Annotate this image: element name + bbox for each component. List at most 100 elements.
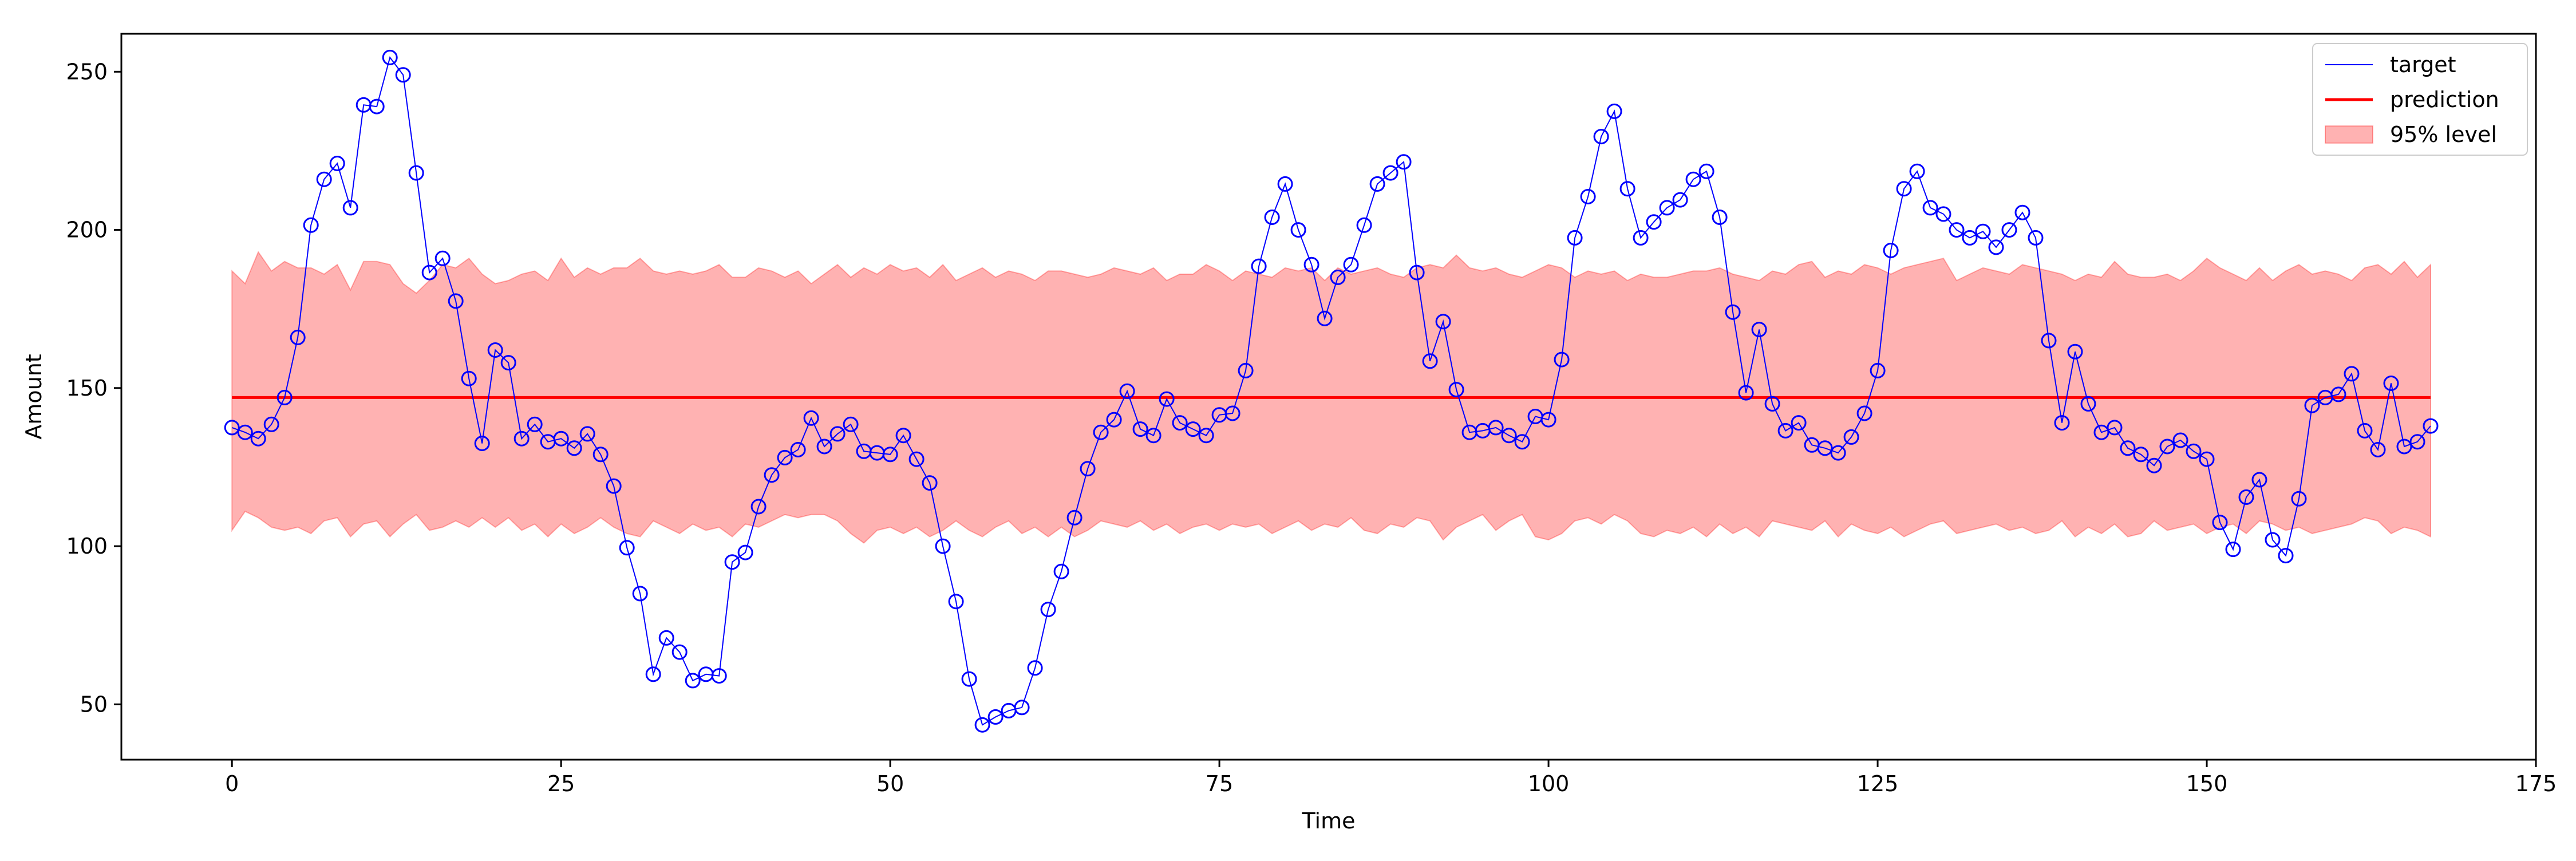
target-point — [1488, 420, 1504, 436]
target-point — [1119, 383, 1135, 399]
target-point — [1738, 385, 1754, 401]
target-point — [843, 416, 859, 432]
target-point — [329, 156, 345, 171]
target-point — [1409, 264, 1425, 281]
y-tick-label: 100 — [66, 534, 108, 559]
target-point — [1514, 434, 1530, 450]
target-line — [231, 56, 2431, 726]
target-point — [1501, 428, 1517, 444]
target-point — [2357, 422, 2373, 439]
target-point — [1922, 200, 1938, 216]
x-tick-label: 50 — [876, 771, 904, 796]
target-point — [1672, 192, 1688, 208]
y-tick-label: 200 — [66, 218, 108, 243]
x-tick-label: 25 — [547, 771, 575, 796]
target-point — [1633, 230, 1649, 246]
target-point — [2409, 434, 2425, 450]
target-point — [316, 171, 332, 187]
target-point — [685, 673, 701, 689]
target-point — [2041, 333, 2057, 349]
target-point — [1659, 200, 1675, 216]
target-point — [2251, 472, 2267, 488]
target-point — [1554, 351, 1570, 368]
target-point — [1698, 163, 1714, 179]
plot-frame — [120, 33, 2537, 761]
target-point — [1093, 424, 1109, 440]
target-point — [1172, 415, 1188, 431]
target-point — [724, 554, 740, 570]
target-point — [2146, 457, 2162, 473]
target-point — [1593, 129, 1609, 145]
target-point — [1132, 421, 1148, 437]
target-point — [579, 426, 595, 442]
target-point — [987, 709, 1003, 725]
y-tick-label: 50 — [80, 692, 108, 717]
target-point — [2172, 432, 2188, 448]
target-point — [948, 594, 964, 610]
target-point — [908, 451, 924, 467]
target-point — [276, 389, 293, 405]
target-point — [513, 430, 530, 447]
target-point — [829, 426, 846, 442]
target-point — [1777, 422, 1793, 439]
x-axis: 0 25 50 75 100 125 150 175 — [225, 760, 2557, 796]
target-point — [2291, 491, 2307, 507]
target-point — [1646, 214, 1662, 230]
target-point — [1962, 230, 1978, 246]
target-point — [2344, 366, 2360, 382]
y-tick-label: 150 — [66, 376, 108, 401]
target-point — [2133, 447, 2149, 463]
target-point — [2370, 442, 2386, 457]
target-point — [1856, 405, 1872, 421]
target-point — [1843, 429, 1859, 445]
target-point — [1830, 445, 1846, 461]
target-point — [2304, 397, 2320, 413]
target-point — [1751, 322, 1767, 338]
target-point — [606, 478, 622, 494]
target-point — [777, 449, 793, 465]
target-point — [1396, 154, 1412, 170]
target-point — [2383, 376, 2399, 391]
legend-box — [2312, 43, 2528, 156]
target-point — [1277, 176, 1293, 192]
target-point — [448, 293, 464, 309]
target-point — [2199, 451, 2215, 467]
target-point — [1685, 171, 1701, 187]
target-point — [2423, 418, 2439, 434]
target-point — [1330, 269, 1346, 285]
target-point — [2028, 230, 2044, 246]
target-point — [2107, 420, 2123, 436]
target-point — [224, 420, 240, 436]
legend: target prediction 95% level — [2312, 43, 2528, 156]
target-point — [1251, 258, 1267, 274]
target-point — [2225, 542, 2241, 558]
legend-target-label: target — [2390, 52, 2456, 77]
target-point — [1159, 391, 1175, 407]
legend-band-swatch — [2325, 125, 2373, 144]
target-point — [592, 447, 609, 463]
target-point — [619, 540, 635, 556]
target-point — [290, 329, 306, 345]
target-point — [1422, 353, 1438, 369]
x-tick-label: 0 — [225, 771, 239, 796]
target-point — [237, 424, 253, 440]
target-point — [1264, 210, 1280, 225]
target-point — [645, 666, 661, 682]
target-point — [750, 499, 767, 515]
target-point — [2330, 386, 2346, 402]
target-point — [1224, 405, 1240, 421]
target-point — [2054, 415, 2070, 431]
target-point — [1106, 412, 1122, 428]
target-series-layer — [224, 49, 2439, 733]
target-point — [922, 475, 938, 491]
target-point — [737, 544, 753, 560]
target-point — [2067, 343, 2083, 360]
target-point — [1027, 660, 1043, 676]
x-axis-label: Time — [1302, 808, 1356, 834]
legend-prediction-label: prediction — [2390, 87, 2499, 112]
target-point — [342, 200, 358, 216]
target-point — [1238, 362, 1254, 378]
target-point — [461, 370, 477, 386]
target-point — [1382, 165, 1398, 181]
target-point — [632, 586, 648, 602]
